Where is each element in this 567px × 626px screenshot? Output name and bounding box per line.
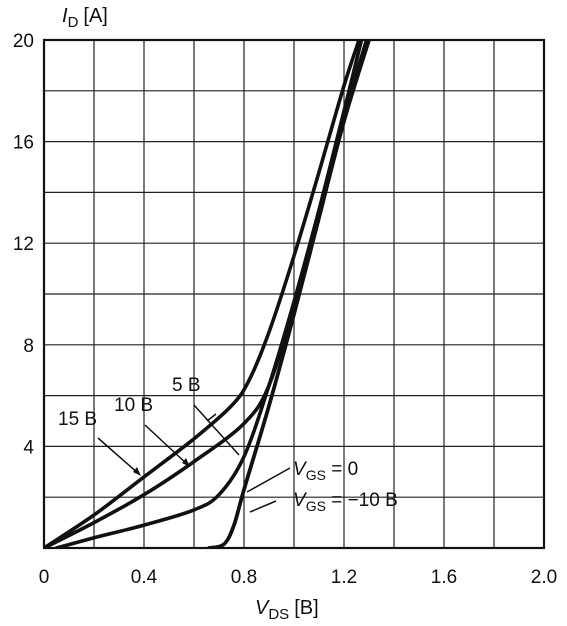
y-axis-label: ID [A] (62, 5, 108, 31)
leader-vgs-neg10 (249, 500, 277, 513)
annotation-leaders (97, 404, 291, 513)
series-line-5 (207, 40, 371, 548)
leader-15-arrowhead (133, 467, 141, 476)
x-tick-label: 0.4 (131, 567, 158, 588)
y-tick-label: 16 (13, 133, 34, 154)
label-10b: 10 B (114, 395, 153, 416)
x-tick-label: 0.8 (231, 567, 257, 588)
label-vgs-neg10: VGS = −10 B (293, 490, 398, 514)
x-tick-labels: 0 0.4 0.8 1.2 1.6 2.0 (39, 567, 558, 588)
y-tick-label: 12 (13, 234, 34, 255)
x-tick-label: 1.2 (331, 567, 357, 588)
grid (42, 38, 546, 550)
x-tick-label: 2.0 (531, 567, 557, 588)
leader-15 (97, 437, 140, 475)
leader-10 (144, 424, 189, 466)
curves (44, 40, 371, 548)
y-tick-label: 20 (13, 31, 34, 52)
x-tick-label: 0 (39, 567, 50, 588)
y-tick-label: 8 (23, 336, 34, 357)
leader-5-b (206, 413, 217, 422)
leader-5-a (193, 404, 240, 456)
plot-frame (42, 38, 546, 550)
y-tick-labels: 4 8 12 16 20 (13, 31, 35, 458)
leader-10-arrowhead (182, 458, 190, 467)
x-axis-label: VDS [B] (255, 597, 319, 623)
series-line-1 (44, 40, 361, 548)
label-vgs-0: VGS = 0 (293, 459, 358, 483)
x-tick-label: 1.6 (431, 567, 457, 588)
label-15b: 15 B (58, 409, 97, 430)
label-5b: 5 B (172, 375, 201, 396)
leader-vgs0 (246, 467, 291, 493)
y-tick-label: 4 (23, 437, 34, 458)
